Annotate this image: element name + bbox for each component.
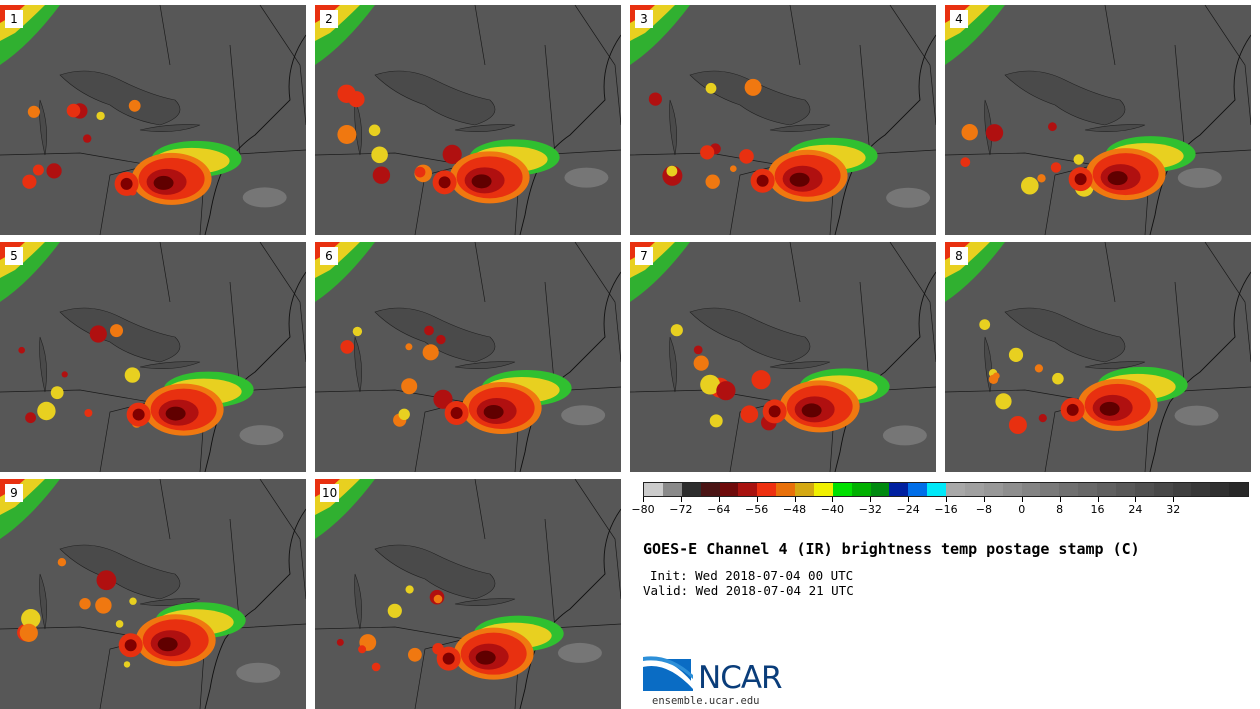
colorbar-swatch	[1059, 483, 1079, 496]
panel-number-label: 9	[5, 484, 23, 502]
postage-stamp-panel: 1	[0, 5, 306, 235]
colorbar-tick	[908, 497, 910, 502]
colorbar-tick-label: −56	[745, 503, 769, 516]
colorbar-swatch	[662, 483, 682, 496]
colorbar-tick	[983, 497, 985, 502]
colorbar-tick	[946, 497, 947, 502]
panel-number-label: 10	[320, 484, 340, 502]
colorbar-swatch	[908, 483, 928, 496]
colorbar-tick-label: −16	[934, 503, 958, 516]
colorbar-tick	[643, 497, 644, 502]
postage-stamp-panel: 10	[315, 479, 621, 709]
colorbar-ticks: −80 −72 −64 −56 −48 −40 −32 −24 −16 −8 0 8 16 24 32	[631, 497, 1249, 519]
colorbar-tick-label: −48	[782, 503, 807, 516]
colorbar-swatch	[870, 483, 890, 496]
panel-number-label: 2	[320, 10, 338, 28]
colorbar-tick-label: 8	[1056, 503, 1064, 516]
postage-stamp-panel: 9	[0, 479, 306, 709]
colorbar-swatch	[700, 483, 720, 496]
postage-stamp-panel: 3	[630, 5, 936, 235]
colorbar-tick	[1021, 497, 1023, 502]
postage-stamp-panel: 2	[315, 5, 621, 235]
colorbar-tick-label: 0	[1018, 503, 1026, 516]
colorbar-swatch	[927, 483, 946, 496]
panel-number-label: 1	[5, 10, 23, 28]
colorbar-tick-label: 24	[1128, 503, 1143, 516]
panel-number-label: 8	[950, 247, 968, 265]
colorbar-tick-label: −8	[975, 503, 992, 516]
colorbar-tick	[1173, 497, 1175, 502]
ncar-logo-icon	[643, 656, 693, 691]
colorbar-swatch	[889, 483, 909, 496]
colorbar-swatch	[1134, 483, 1154, 496]
postage-stamp-panel: 5	[0, 242, 306, 472]
colorbar-tick-label: −64	[707, 503, 731, 516]
colorbar-swatch	[983, 483, 1003, 496]
colorbar-swatch	[644, 483, 663, 496]
colorbar-tick	[794, 497, 796, 502]
colorbar-swatch	[813, 483, 833, 496]
colorbar-swatch	[795, 483, 814, 496]
postage-stamp-panel: 4	[945, 5, 1251, 235]
colorbar-swatch	[1115, 483, 1135, 496]
colorbar	[643, 482, 1249, 497]
colorbar-swatch	[1191, 483, 1211, 496]
valid-time: Valid: Wed 2018-07-04 21 UTC	[643, 583, 854, 598]
colorbar-tick	[1059, 497, 1061, 502]
site-url: ensemble.ucar.edu	[652, 695, 760, 707]
colorbar-tick-label: −24	[896, 503, 920, 516]
colorbar-tick	[680, 497, 682, 502]
colorbar-tick-label: −80	[631, 503, 655, 516]
postage-stamp-panel: 8	[945, 242, 1251, 472]
colorbar-swatch	[832, 483, 852, 496]
colorbar-tick	[870, 497, 872, 502]
colorbar-tick	[1135, 497, 1137, 502]
colorbar-tick-label: 16	[1090, 503, 1105, 516]
panel-number-label: 6	[320, 247, 338, 265]
panel-number-label: 7	[635, 247, 653, 265]
colorbar-swatch	[946, 483, 965, 496]
colorbar-swatch	[738, 483, 758, 496]
colorbar-swatch	[1040, 483, 1060, 496]
colorbar-swatch	[776, 483, 795, 496]
colorbar-tick	[756, 497, 758, 502]
panel-number-label: 4	[950, 10, 968, 28]
colorbar-swatch	[757, 483, 777, 496]
figure-title: GOES-E Channel 4 (IR) brightness temp po…	[643, 540, 1140, 558]
colorbar-swatch	[1078, 483, 1097, 496]
panel-number-label: 3	[635, 10, 653, 28]
logo-text: NCAR	[698, 660, 783, 696]
postage-stamp-panel: 7	[630, 242, 936, 472]
colorbar-tick-label: −40	[820, 503, 844, 516]
init-time: Init: Wed 2018-07-04 00 UTC	[650, 568, 854, 583]
colorbar-swatch	[719, 483, 739, 496]
postage-stamp-panel: 6	[315, 242, 621, 472]
colorbar-tick-label: 32	[1166, 503, 1181, 516]
colorbar-swatch	[964, 483, 984, 496]
colorbar-swatch	[681, 483, 701, 496]
colorbar-swatch	[851, 483, 871, 496]
panel-number-label: 5	[5, 247, 23, 265]
colorbar-tick-label: −32	[858, 503, 882, 516]
colorbar-swatch	[1153, 483, 1173, 496]
colorbar-swatch	[1002, 483, 1022, 496]
colorbar-swatch	[1210, 483, 1230, 496]
colorbar-tick	[1097, 497, 1099, 502]
colorbar-swatch	[1229, 483, 1248, 496]
colorbar-tick-label: −72	[669, 503, 693, 516]
colorbar-tick	[718, 497, 720, 502]
colorbar-swatch	[1097, 483, 1116, 496]
colorbar-swatch	[1172, 483, 1192, 496]
colorbar-swatch	[1021, 483, 1041, 496]
colorbar-tick	[832, 497, 834, 502]
